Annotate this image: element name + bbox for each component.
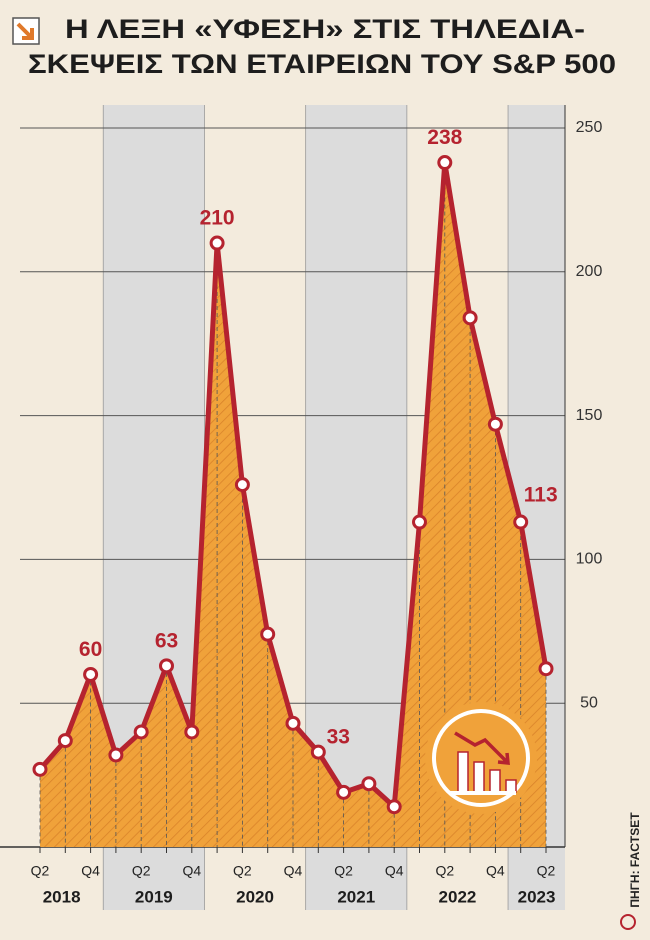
point xyxy=(133,724,149,740)
point xyxy=(361,776,377,792)
year-label: 2022 xyxy=(439,887,477,906)
x-tick-label: Q4 xyxy=(486,863,505,879)
x-tick-label: Q4 xyxy=(182,863,201,879)
icon-bar xyxy=(473,761,485,793)
y-tick-label: 150 xyxy=(576,407,603,424)
y-tick-label: 200 xyxy=(576,263,603,280)
point xyxy=(260,626,276,642)
data-label: 33 xyxy=(327,726,350,749)
data-label: 60 xyxy=(79,638,102,661)
data-label: 210 xyxy=(200,207,235,230)
icon-bar xyxy=(489,769,501,793)
y-tick-label: 100 xyxy=(576,551,603,568)
year-label: 2021 xyxy=(337,887,375,906)
title-icon-arrow xyxy=(16,22,34,40)
data-label: 63 xyxy=(155,629,178,652)
x-tick-label: Q4 xyxy=(81,863,100,879)
x-tick-label: Q4 xyxy=(385,863,404,879)
point xyxy=(487,416,503,432)
data-label: 113 xyxy=(524,484,558,507)
point xyxy=(159,658,174,674)
point xyxy=(108,747,124,763)
point xyxy=(462,310,478,326)
point xyxy=(285,715,301,731)
icon-ring xyxy=(432,709,530,807)
year-label: 2020 xyxy=(236,887,274,906)
x-tick-label: Q4 xyxy=(284,863,303,879)
point xyxy=(57,733,73,749)
point xyxy=(234,477,250,493)
data-label: 238 xyxy=(427,126,462,149)
y-tick-label: 50 xyxy=(580,694,598,711)
source: ΠΗΓΗ: FACTSET xyxy=(628,812,642,908)
year-label: 2023 xyxy=(518,887,556,906)
x-tick-label: Q2 xyxy=(435,863,454,879)
point xyxy=(209,235,225,251)
point xyxy=(83,666,99,682)
x-tick-label: Q2 xyxy=(132,863,151,879)
icon-arrow xyxy=(454,731,510,765)
x-tick-label: Q2 xyxy=(334,863,353,879)
year-label: 2018 xyxy=(43,887,81,906)
point xyxy=(184,724,200,740)
x-tick-label: Q2 xyxy=(233,863,252,879)
point xyxy=(412,514,427,530)
point xyxy=(336,784,352,800)
year-label: 2019 xyxy=(135,887,173,906)
point xyxy=(538,661,554,677)
point xyxy=(386,799,402,815)
point xyxy=(437,155,453,171)
chart-title: Η ΛΕΞΗ «ΥΦΕΣΗ» ΣΤΙΣ ΤΗΛΕΔΙΑ- xyxy=(65,14,585,44)
x-tick-label: Q2 xyxy=(537,863,556,879)
chart-title: ΣΚΕΨΕΙΣ ΤΩΝ ΕΤΑΙΡΕΙΩΝ ΤΟΥ S&P 500 xyxy=(28,49,616,79)
x-tick-label: Q2 xyxy=(31,863,50,879)
point xyxy=(513,514,529,530)
icon-circle xyxy=(425,702,537,814)
point xyxy=(32,761,48,777)
zoom-icon xyxy=(620,914,636,930)
y-tick-label: 250 xyxy=(576,119,603,136)
point xyxy=(310,744,326,760)
icon-bar xyxy=(505,779,517,793)
icon-bar xyxy=(457,751,469,793)
